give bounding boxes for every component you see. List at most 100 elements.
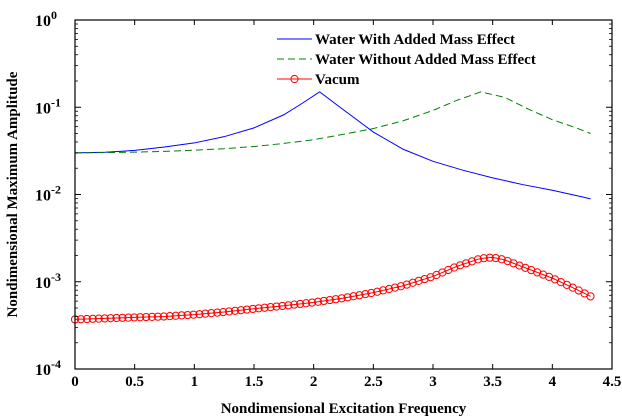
series-marker bbox=[94, 314, 103, 323]
plot-frame bbox=[74, 19, 613, 370]
series-marker bbox=[136, 313, 145, 322]
x-tick-label: 4.5 bbox=[603, 374, 622, 390]
series-marker bbox=[384, 284, 394, 294]
series-marker bbox=[456, 261, 465, 270]
series-marker bbox=[171, 311, 180, 320]
series-marker bbox=[224, 307, 234, 316]
series-marker bbox=[325, 295, 334, 305]
series-marker bbox=[503, 256, 512, 266]
series-marker bbox=[142, 312, 151, 322]
x-tick-label: 0.5 bbox=[125, 374, 144, 390]
series-marker bbox=[337, 294, 346, 303]
series-marker bbox=[207, 309, 216, 318]
series-marker bbox=[467, 257, 477, 266]
series-line-0 bbox=[74, 91, 591, 200]
series-marker bbox=[147, 312, 157, 321]
y-tick-base: 10 bbox=[35, 100, 51, 117]
y-tick-exponent: -4 bbox=[51, 357, 61, 371]
x-axis-label: Nondimensional Excitation Frequency bbox=[221, 401, 467, 417]
series-marker bbox=[82, 314, 91, 324]
series-marker bbox=[76, 315, 86, 324]
y-tick-label: 10-3 bbox=[35, 270, 61, 292]
series-marker bbox=[450, 263, 459, 272]
y-tick-label: 100 bbox=[35, 8, 57, 30]
series-marker bbox=[402, 280, 411, 289]
series-marker bbox=[266, 303, 275, 312]
series-marker bbox=[331, 295, 340, 304]
series-marker bbox=[106, 314, 115, 323]
series-marker bbox=[153, 312, 163, 321]
series-marker bbox=[219, 307, 228, 317]
legend: Water With Added Mass Effect Water Withou… bbox=[277, 32, 536, 88]
series-marker bbox=[414, 276, 423, 286]
series-marker bbox=[307, 298, 317, 307]
series-marker bbox=[183, 310, 192, 320]
series-marker bbox=[361, 290, 370, 299]
series-marker bbox=[396, 282, 406, 291]
y-tick-label: 10-2 bbox=[35, 183, 61, 205]
y-tick-exponent: -3 bbox=[51, 270, 61, 284]
series-marker bbox=[248, 304, 257, 314]
series-marker bbox=[260, 303, 269, 312]
y-tick-exponent: -1 bbox=[51, 95, 61, 109]
legend-label-2: Vacum bbox=[315, 72, 360, 88]
series-marker bbox=[177, 311, 186, 320]
series-marker bbox=[290, 300, 299, 309]
y-tick-base: 10 bbox=[35, 362, 51, 379]
series-marker bbox=[521, 263, 530, 272]
plot-series-group bbox=[70, 91, 595, 324]
series-marker bbox=[130, 313, 139, 322]
series-marker bbox=[278, 301, 287, 311]
series-marker bbox=[485, 253, 494, 262]
x-tick-label: 2.5 bbox=[364, 374, 383, 390]
series-marker bbox=[236, 306, 246, 315]
series-marker bbox=[213, 308, 222, 317]
series-marker bbox=[355, 291, 364, 300]
series-marker bbox=[296, 299, 305, 309]
x-tick-label: 2 bbox=[310, 374, 318, 390]
legend-label-0: Water With Added Mass Effect bbox=[315, 32, 515, 48]
series-marker bbox=[533, 268, 542, 277]
x-tick-label: 3 bbox=[429, 374, 437, 390]
series-marker bbox=[539, 270, 548, 279]
series-marker bbox=[586, 292, 595, 301]
series-marker bbox=[112, 313, 121, 323]
y-axis-label: Nondimensional Maximum Amplitude bbox=[5, 71, 21, 317]
series-marker bbox=[195, 310, 204, 319]
series-line-1 bbox=[74, 91, 591, 154]
y-tick-base: 10 bbox=[35, 275, 51, 292]
y-tick-exponent: -2 bbox=[51, 183, 61, 197]
series-marker bbox=[497, 255, 506, 264]
series-marker bbox=[124, 313, 133, 322]
series-marker bbox=[159, 312, 168, 321]
legend-marker bbox=[290, 74, 299, 84]
series-marker bbox=[254, 304, 263, 313]
legend-label-1: Water Without Added Mass Effect bbox=[315, 52, 536, 68]
series-marker bbox=[201, 309, 210, 318]
x-tick-label: 0 bbox=[71, 374, 79, 390]
series-marker bbox=[100, 314, 109, 323]
series-marker bbox=[379, 286, 388, 295]
series-marker bbox=[367, 288, 376, 298]
y-tick-label: 10-4 bbox=[35, 357, 61, 379]
series-marker bbox=[230, 306, 240, 315]
series-marker bbox=[349, 292, 358, 301]
x-tick-label: 1 bbox=[191, 374, 199, 390]
series-marker bbox=[515, 261, 524, 270]
y-tick-base: 10 bbox=[35, 188, 51, 205]
series-marker bbox=[242, 305, 251, 314]
series-marker bbox=[272, 302, 281, 311]
x-tick-label: 1.5 bbox=[245, 374, 264, 390]
y-tick-base: 10 bbox=[35, 13, 51, 30]
series-marker bbox=[118, 313, 127, 322]
series-marker bbox=[284, 301, 293, 310]
y-tick-label: 10-1 bbox=[35, 95, 61, 117]
series-marker bbox=[343, 293, 352, 302]
series-marker bbox=[88, 314, 97, 323]
series-marker bbox=[491, 253, 500, 263]
series-marker bbox=[527, 265, 536, 275]
series-marker bbox=[165, 312, 174, 321]
series-marker bbox=[461, 259, 471, 268]
series-marker bbox=[473, 255, 483, 264]
